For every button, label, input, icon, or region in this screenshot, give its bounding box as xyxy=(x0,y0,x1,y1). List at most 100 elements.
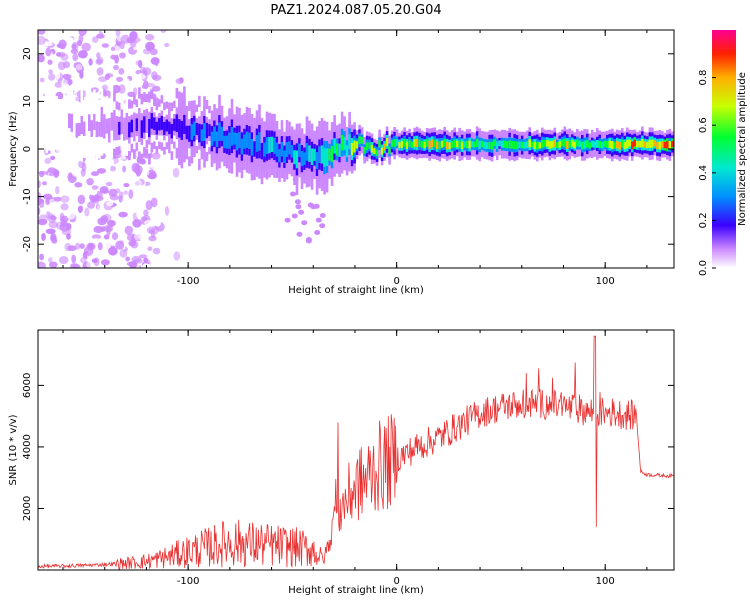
spectrogram-ridge-cell xyxy=(435,141,439,149)
spectrogram-noise-blob xyxy=(305,237,312,242)
spectrogram-noise-blob xyxy=(149,229,154,234)
spectrogram-ridge-cell xyxy=(353,140,356,153)
spectrogram-ridge-cell xyxy=(175,114,179,132)
spectrogram-noise-blob xyxy=(60,203,69,211)
spectrogram-ridge-cell xyxy=(278,149,281,163)
colorbar-tick-label: 0.4 xyxy=(698,165,709,181)
spectrogram-ridge-cell xyxy=(455,140,459,147)
spectrogram-ridge-cell xyxy=(250,138,254,156)
spectrogram-noise-blob xyxy=(292,176,299,182)
spectrogram-ridge-cell xyxy=(295,150,299,169)
spectrogram-noise-blob xyxy=(148,253,156,260)
spectrogram-noise-blob xyxy=(295,204,302,210)
snr-plot-area xyxy=(38,335,674,570)
spectrogram-noise-blob xyxy=(62,73,72,80)
spectrogram-noise-blob xyxy=(87,81,94,86)
spectrogram-ridge-cell xyxy=(400,140,404,148)
spectrogram-ridge-cell xyxy=(343,136,346,151)
spectrogram-ridge-cell xyxy=(485,142,489,149)
spectrogram-ridge-cell xyxy=(490,141,494,150)
colorbar-gradient xyxy=(712,30,736,268)
spectrogram-noise-blob xyxy=(109,165,117,172)
spectrogram-ridge-cell xyxy=(65,119,69,136)
spectrogram-ridge-cell xyxy=(240,138,244,155)
spectrogram-ridge-cell xyxy=(533,141,537,149)
spectrogram-ridge-cell xyxy=(663,142,667,149)
spectrogram-ridge-cell xyxy=(275,142,279,157)
spectrogram-ridge-cell xyxy=(305,143,309,161)
spectrogram-noise-blob xyxy=(77,194,86,205)
spectrogram-ridge-cell xyxy=(95,121,99,138)
spectrogram-ridge-cell xyxy=(170,124,174,139)
spectrogram-noise-blob xyxy=(65,33,72,38)
spectrogram-ridge-cell xyxy=(415,138,419,148)
spectrogram-ridge-cell xyxy=(123,122,126,136)
spectrogram-noise-blob xyxy=(55,70,61,80)
spectrogram-ridge-cell xyxy=(83,121,86,136)
spectrogram-noise-blob xyxy=(47,242,57,253)
spectrogram-ridge-cell xyxy=(50,122,54,136)
spectrogram-ridge-cell xyxy=(633,139,637,147)
spectrogram-ridge-cell xyxy=(80,115,84,135)
spectrogram-ridge-cell xyxy=(273,137,276,154)
spectrogram-noise-blob xyxy=(106,59,116,68)
spectrogram-noise-blob xyxy=(164,206,170,216)
spectrogram-ridge-cell xyxy=(263,142,266,157)
spectrogram-noise-blob xyxy=(105,73,114,78)
spectrogram-ridge-cell xyxy=(108,123,111,138)
spectrogram-noise-blob xyxy=(80,168,86,177)
spectrogram-ridge-cell xyxy=(310,148,314,165)
spectrogram-ridge-cell xyxy=(598,140,602,148)
spectrogram-ridge-cell xyxy=(586,140,589,148)
spectrogram-noise-blob xyxy=(92,199,100,204)
spectrogram-ridge-cell xyxy=(478,140,481,149)
spectrogram-noise-blob xyxy=(48,257,53,263)
spectrogram-ridge-cell xyxy=(88,114,91,131)
spectrogram-ridge-cell xyxy=(563,138,567,147)
spectrogram-ridge-cell xyxy=(110,112,114,131)
spectrogram-noise-blob xyxy=(144,220,153,226)
spectrogram-ridge-cell xyxy=(90,120,94,137)
spectrogram-noise-blob xyxy=(122,165,127,173)
spectrogram-ridge-cell xyxy=(390,140,394,147)
spectrogram-ridge-cell xyxy=(638,140,642,148)
spectrogram-noise-blob xyxy=(301,220,308,226)
spectrogram-noise-blob xyxy=(123,190,128,195)
spectrogram-ridge-cell xyxy=(125,118,129,134)
spectrogram-noise-blob xyxy=(131,78,139,88)
spectrogram-ridge-cell xyxy=(558,141,562,148)
spectrogram-ridge-cell xyxy=(270,136,274,152)
spectrogram-noise-blob xyxy=(43,193,53,200)
colorbar-tick-label: 0.2 xyxy=(698,212,709,228)
spectrogram-noise-blob xyxy=(172,167,180,178)
spectrogram-ridge-cell xyxy=(98,122,101,137)
spectrogram-ridge-cell xyxy=(538,142,542,149)
spectrogram-ridge-cell xyxy=(531,141,534,148)
spectrogram-ridge-cell xyxy=(505,141,509,149)
spectrogram-ridge-cell xyxy=(43,114,46,127)
spectrogram-ylabel: Frequency (Hz) xyxy=(8,111,19,187)
spectrogram-noise-blob xyxy=(79,70,84,79)
spectrogram-noise-blob xyxy=(106,201,114,207)
spectrogram-ridge-cell xyxy=(383,143,386,151)
spectrogram-ridge-cell xyxy=(220,126,224,141)
spectrogram-ridge-cell xyxy=(348,134,351,150)
y-tick-label: 10 xyxy=(22,95,33,108)
spectrogram-noise-blob xyxy=(100,226,106,232)
spectrogram-ridge-cell xyxy=(58,118,61,131)
spectrogram-noise-blob xyxy=(46,179,56,187)
spectrogram-ridge-cell xyxy=(631,141,634,150)
spectrogram-ridge-cell xyxy=(438,141,441,150)
spectrogram-ridge-cell xyxy=(515,141,519,150)
spectrogram-noise-blob xyxy=(298,209,305,215)
spectrogram-ridge-cell xyxy=(178,119,181,138)
spectrogram-ridge-cell xyxy=(338,143,341,157)
spectrogram-noise-blob xyxy=(91,185,99,190)
spectrogram-noise-blob xyxy=(59,212,65,223)
spectrogram-noise-blob xyxy=(53,196,62,202)
colorbar-ticks: 0.0 0.2 0.4 0.6 0.8 xyxy=(698,70,716,276)
spectrogram-ridge-cell xyxy=(283,150,286,163)
spectrogram-ridge-cell xyxy=(203,123,206,141)
spectrogram-ridge-cell xyxy=(458,140,461,149)
spectrogram-ridge-cell xyxy=(420,141,424,148)
